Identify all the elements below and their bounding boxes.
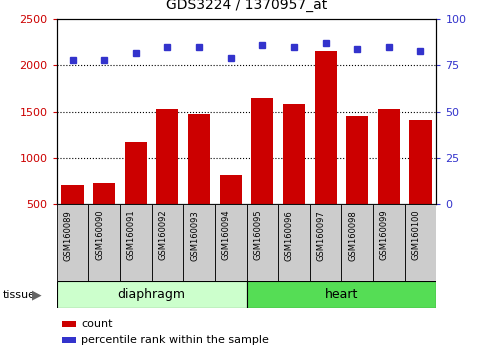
Text: GSM160100: GSM160100 (412, 210, 421, 261)
Text: GSM160091: GSM160091 (127, 210, 136, 261)
Bar (246, 281, 436, 308)
Text: GSM160094: GSM160094 (222, 210, 231, 261)
Bar (310, 204, 341, 281)
Text: GSM160098: GSM160098 (348, 210, 357, 261)
Text: GSM160095: GSM160095 (253, 210, 262, 261)
Bar (405, 204, 436, 281)
Bar (120, 204, 152, 281)
Text: GSM160089: GSM160089 (64, 210, 72, 261)
Bar (278, 204, 310, 281)
Text: ▶: ▶ (32, 288, 42, 301)
Text: count: count (81, 319, 113, 329)
Bar (219, 175, 242, 204)
Text: GSM160096: GSM160096 (285, 210, 294, 261)
Text: GSM160099: GSM160099 (380, 210, 389, 261)
Text: percentile rank within the sample: percentile rank within the sample (81, 335, 269, 345)
Bar (409, 120, 431, 204)
Bar (188, 114, 210, 204)
Bar (215, 204, 246, 281)
Bar (283, 104, 305, 204)
Bar (57, 204, 88, 281)
Bar (125, 142, 147, 204)
Bar (378, 109, 400, 204)
Bar (93, 183, 115, 204)
Bar (156, 109, 178, 204)
Bar (315, 51, 337, 204)
Bar (346, 116, 368, 204)
Text: tissue: tissue (2, 290, 35, 300)
Text: GSM160097: GSM160097 (317, 210, 325, 261)
Text: GSM160093: GSM160093 (190, 210, 199, 261)
Text: diaphragm: diaphragm (118, 288, 185, 301)
Bar (57, 281, 246, 308)
Text: GSM160092: GSM160092 (158, 210, 168, 261)
Bar (246, 204, 278, 281)
Text: heart: heart (325, 288, 358, 301)
Bar (62, 185, 84, 204)
Bar (88, 204, 120, 281)
Text: GSM160090: GSM160090 (95, 210, 104, 261)
Text: GDS3224 / 1370957_at: GDS3224 / 1370957_at (166, 0, 327, 12)
Bar (251, 98, 274, 204)
Bar (373, 204, 405, 281)
Bar (152, 204, 183, 281)
Bar (341, 204, 373, 281)
Bar (183, 204, 215, 281)
